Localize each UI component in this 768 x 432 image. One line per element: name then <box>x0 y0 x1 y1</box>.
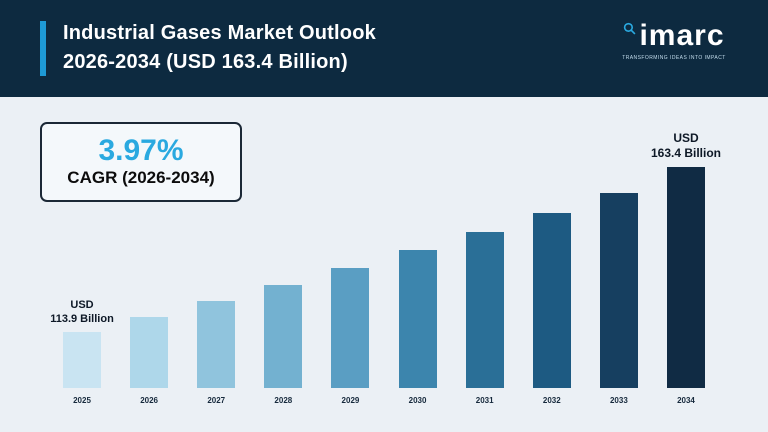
imarc-logo: imarc TRANSFORMING IDEAS INTO IMPACT <box>604 20 744 62</box>
bar-value-label-2025: USD 113.9 Billion <box>50 299 114 325</box>
x-axis-label-2025: 2025 <box>73 396 91 405</box>
bar-column-2025: USD 113.9 Billion 2025 <box>50 298 114 405</box>
bar-column-2030: 2030 <box>398 250 438 405</box>
cagr-box: 3.97% CAGR (2026-2034) <box>40 122 242 202</box>
bar-2025 <box>63 332 101 388</box>
bar-column-2033: 2033 <box>599 193 639 405</box>
bar-2028 <box>264 285 303 388</box>
bar-value-label-2034: USD 163.4 Billion <box>650 131 721 160</box>
title-line-2: 2026-2034 (USD 163.4 Billion) <box>63 51 348 73</box>
bar-2031 <box>465 232 504 388</box>
bar-column-2029: 2029 <box>330 268 370 405</box>
bar-column-2026: 2026 <box>129 317 169 405</box>
logo-text: imarc <box>639 19 725 52</box>
bar-2032 <box>532 213 571 388</box>
header: Industrial Gases Market Outlook 2026-203… <box>0 0 768 97</box>
magnifier-icon <box>623 22 636 40</box>
x-axis-label-2027: 2027 <box>207 396 226 405</box>
bar-column-2027: 2027 <box>196 301 236 405</box>
cagr-value: 3.97% <box>98 134 184 167</box>
bar-2029 <box>331 268 370 388</box>
bar-column-2028: 2028 <box>263 285 303 405</box>
bar-2033 <box>599 193 638 388</box>
x-axis-label-2029: 2029 <box>341 396 360 405</box>
title-line-1: Industrial Gases Market Outlook <box>63 22 376 44</box>
bar-column-2032: 2032 <box>532 213 572 405</box>
x-axis-label-2026: 2026 <box>140 396 159 405</box>
x-axis-label-2031: 2031 <box>475 396 494 405</box>
bar-column-2031: 2031 <box>465 232 505 405</box>
x-axis-label-2030: 2030 <box>408 396 427 405</box>
logo-tagline: TRANSFORMING IDEAS INTO IMPACT <box>622 55 726 61</box>
page-title: Industrial Gases Market Outlook 2026-203… <box>63 19 376 77</box>
x-axis-label-2034: 2034 <box>677 396 695 405</box>
bar-2026 <box>130 317 169 388</box>
title-accent-bar <box>40 21 46 76</box>
bar-column-2034: USD 163.4 Billion 2034 <box>651 131 721 405</box>
bar-chart: USD 113.9 Billion 2025 2026 2027 2028 2029 2030… <box>40 116 728 405</box>
x-axis-label-2033: 2033 <box>609 396 628 405</box>
x-axis-label-2028: 2028 <box>274 396 293 405</box>
logo-row: imarc <box>604 20 744 52</box>
cagr-label: CAGR (2026-2034) <box>67 168 215 187</box>
bar-2034 <box>666 167 705 388</box>
bar-2027 <box>197 301 236 388</box>
bar-2030 <box>398 250 437 388</box>
x-axis-label-2032: 2032 <box>542 396 561 405</box>
